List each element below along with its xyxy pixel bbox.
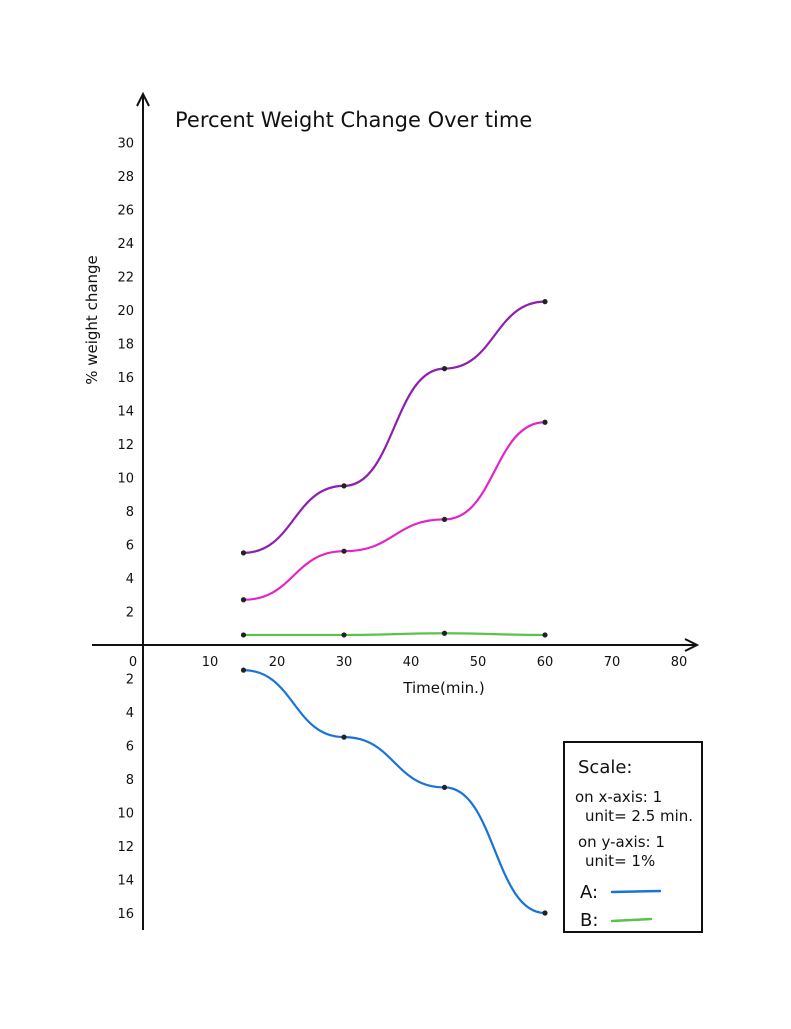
- legend-x-scale-line2: unit= 2.5 min.: [585, 807, 693, 825]
- axes: [92, 91, 700, 930]
- y-tick-label: 18: [117, 338, 134, 353]
- legend: Scale: on x-axis: 1 unit= 2.5 min. on y-…: [563, 741, 703, 933]
- x-tick-label: 80: [671, 655, 688, 670]
- legend-heading: Scale:: [578, 757, 633, 778]
- data-point: [240, 632, 247, 638]
- y-tick-label: 10: [117, 472, 134, 487]
- data-point: [542, 910, 548, 916]
- data-point: [441, 630, 448, 636]
- y-tick-label-negative: 2: [126, 673, 134, 688]
- data-point: [441, 366, 448, 372]
- series-line-4: [242, 669, 547, 915]
- legend-y-scale-line1: on y-axis: 1: [578, 833, 665, 851]
- y-axis-arrow: [136, 91, 150, 107]
- data-point: [441, 516, 448, 522]
- y-tick-label: 2: [126, 606, 134, 621]
- y-tick-label: 24: [117, 237, 134, 252]
- x-tick-label: 50: [470, 655, 487, 670]
- series-line-2: [242, 421, 547, 601]
- legend-entry-a-label: A:: [580, 882, 598, 903]
- series-line-1: [242, 300, 547, 554]
- y-tick-label-negative: 16: [117, 907, 134, 922]
- y-tick-label-negative: 14: [117, 874, 134, 889]
- chart-title: Percent Weight Change Over time: [175, 108, 532, 132]
- y-tick-label: 14: [117, 405, 134, 420]
- data-point: [240, 597, 247, 603]
- y-tick-label: 22: [117, 271, 134, 286]
- legend-y-scale-line2: unit= 1%: [585, 852, 655, 870]
- data-point: [542, 419, 548, 425]
- x-tick-label: 10: [202, 655, 219, 670]
- data-point: [240, 550, 247, 556]
- y-tick-label: 8: [126, 505, 134, 520]
- x-tick-label: 70: [604, 655, 621, 670]
- y-tick-label: 26: [117, 204, 134, 219]
- data-point: [341, 632, 347, 638]
- legend-entry-b-label: B:: [580, 910, 598, 931]
- y-tick-label: 4: [126, 572, 134, 587]
- y-tick-label-negative: 8: [126, 773, 134, 788]
- y-tick-label: 6: [126, 539, 134, 554]
- x-axis-title: Time(min.): [402, 679, 484, 697]
- x-tick-label: 20: [269, 655, 286, 670]
- data-point: [341, 548, 347, 554]
- y-tick-label-negative: 4: [126, 706, 134, 721]
- data-point: [542, 632, 548, 638]
- data-point: [542, 299, 548, 305]
- y-tick-label: 16: [117, 371, 134, 386]
- y-tick-label-negative: 6: [126, 740, 134, 755]
- legend-swatch-b: [610, 917, 653, 923]
- x-tick-label: 40: [403, 655, 420, 670]
- x-tick-label: 30: [336, 655, 353, 670]
- data-point: [240, 667, 247, 673]
- x-tick-label: 0: [129, 655, 137, 670]
- y-tick-label: 30: [117, 137, 134, 152]
- data-point: [341, 734, 347, 740]
- legend-box: [563, 741, 703, 933]
- series-line-3: [242, 632, 547, 637]
- x-tick-label: 60: [537, 655, 554, 670]
- y-tick-label-negative: 12: [117, 840, 134, 855]
- y-tick-label: 20: [117, 304, 134, 319]
- data-point: [441, 784, 448, 790]
- legend-swatch-a: [610, 889, 662, 894]
- x-axis-arrow: [684, 638, 700, 652]
- legend-x-scale-line1: on x-axis: 1: [575, 788, 662, 806]
- data-point: [341, 483, 347, 489]
- y-tick-label: 28: [117, 170, 134, 185]
- series-lines: [240, 299, 548, 916]
- tick-labels: 0 10 20 30 40 50 60 70 8024681012141618202224262…: [117, 137, 687, 923]
- y-tick-label: 12: [117, 438, 134, 453]
- y-tick-label-negative: 10: [117, 807, 134, 822]
- y-axis-title: % weight change: [83, 255, 101, 385]
